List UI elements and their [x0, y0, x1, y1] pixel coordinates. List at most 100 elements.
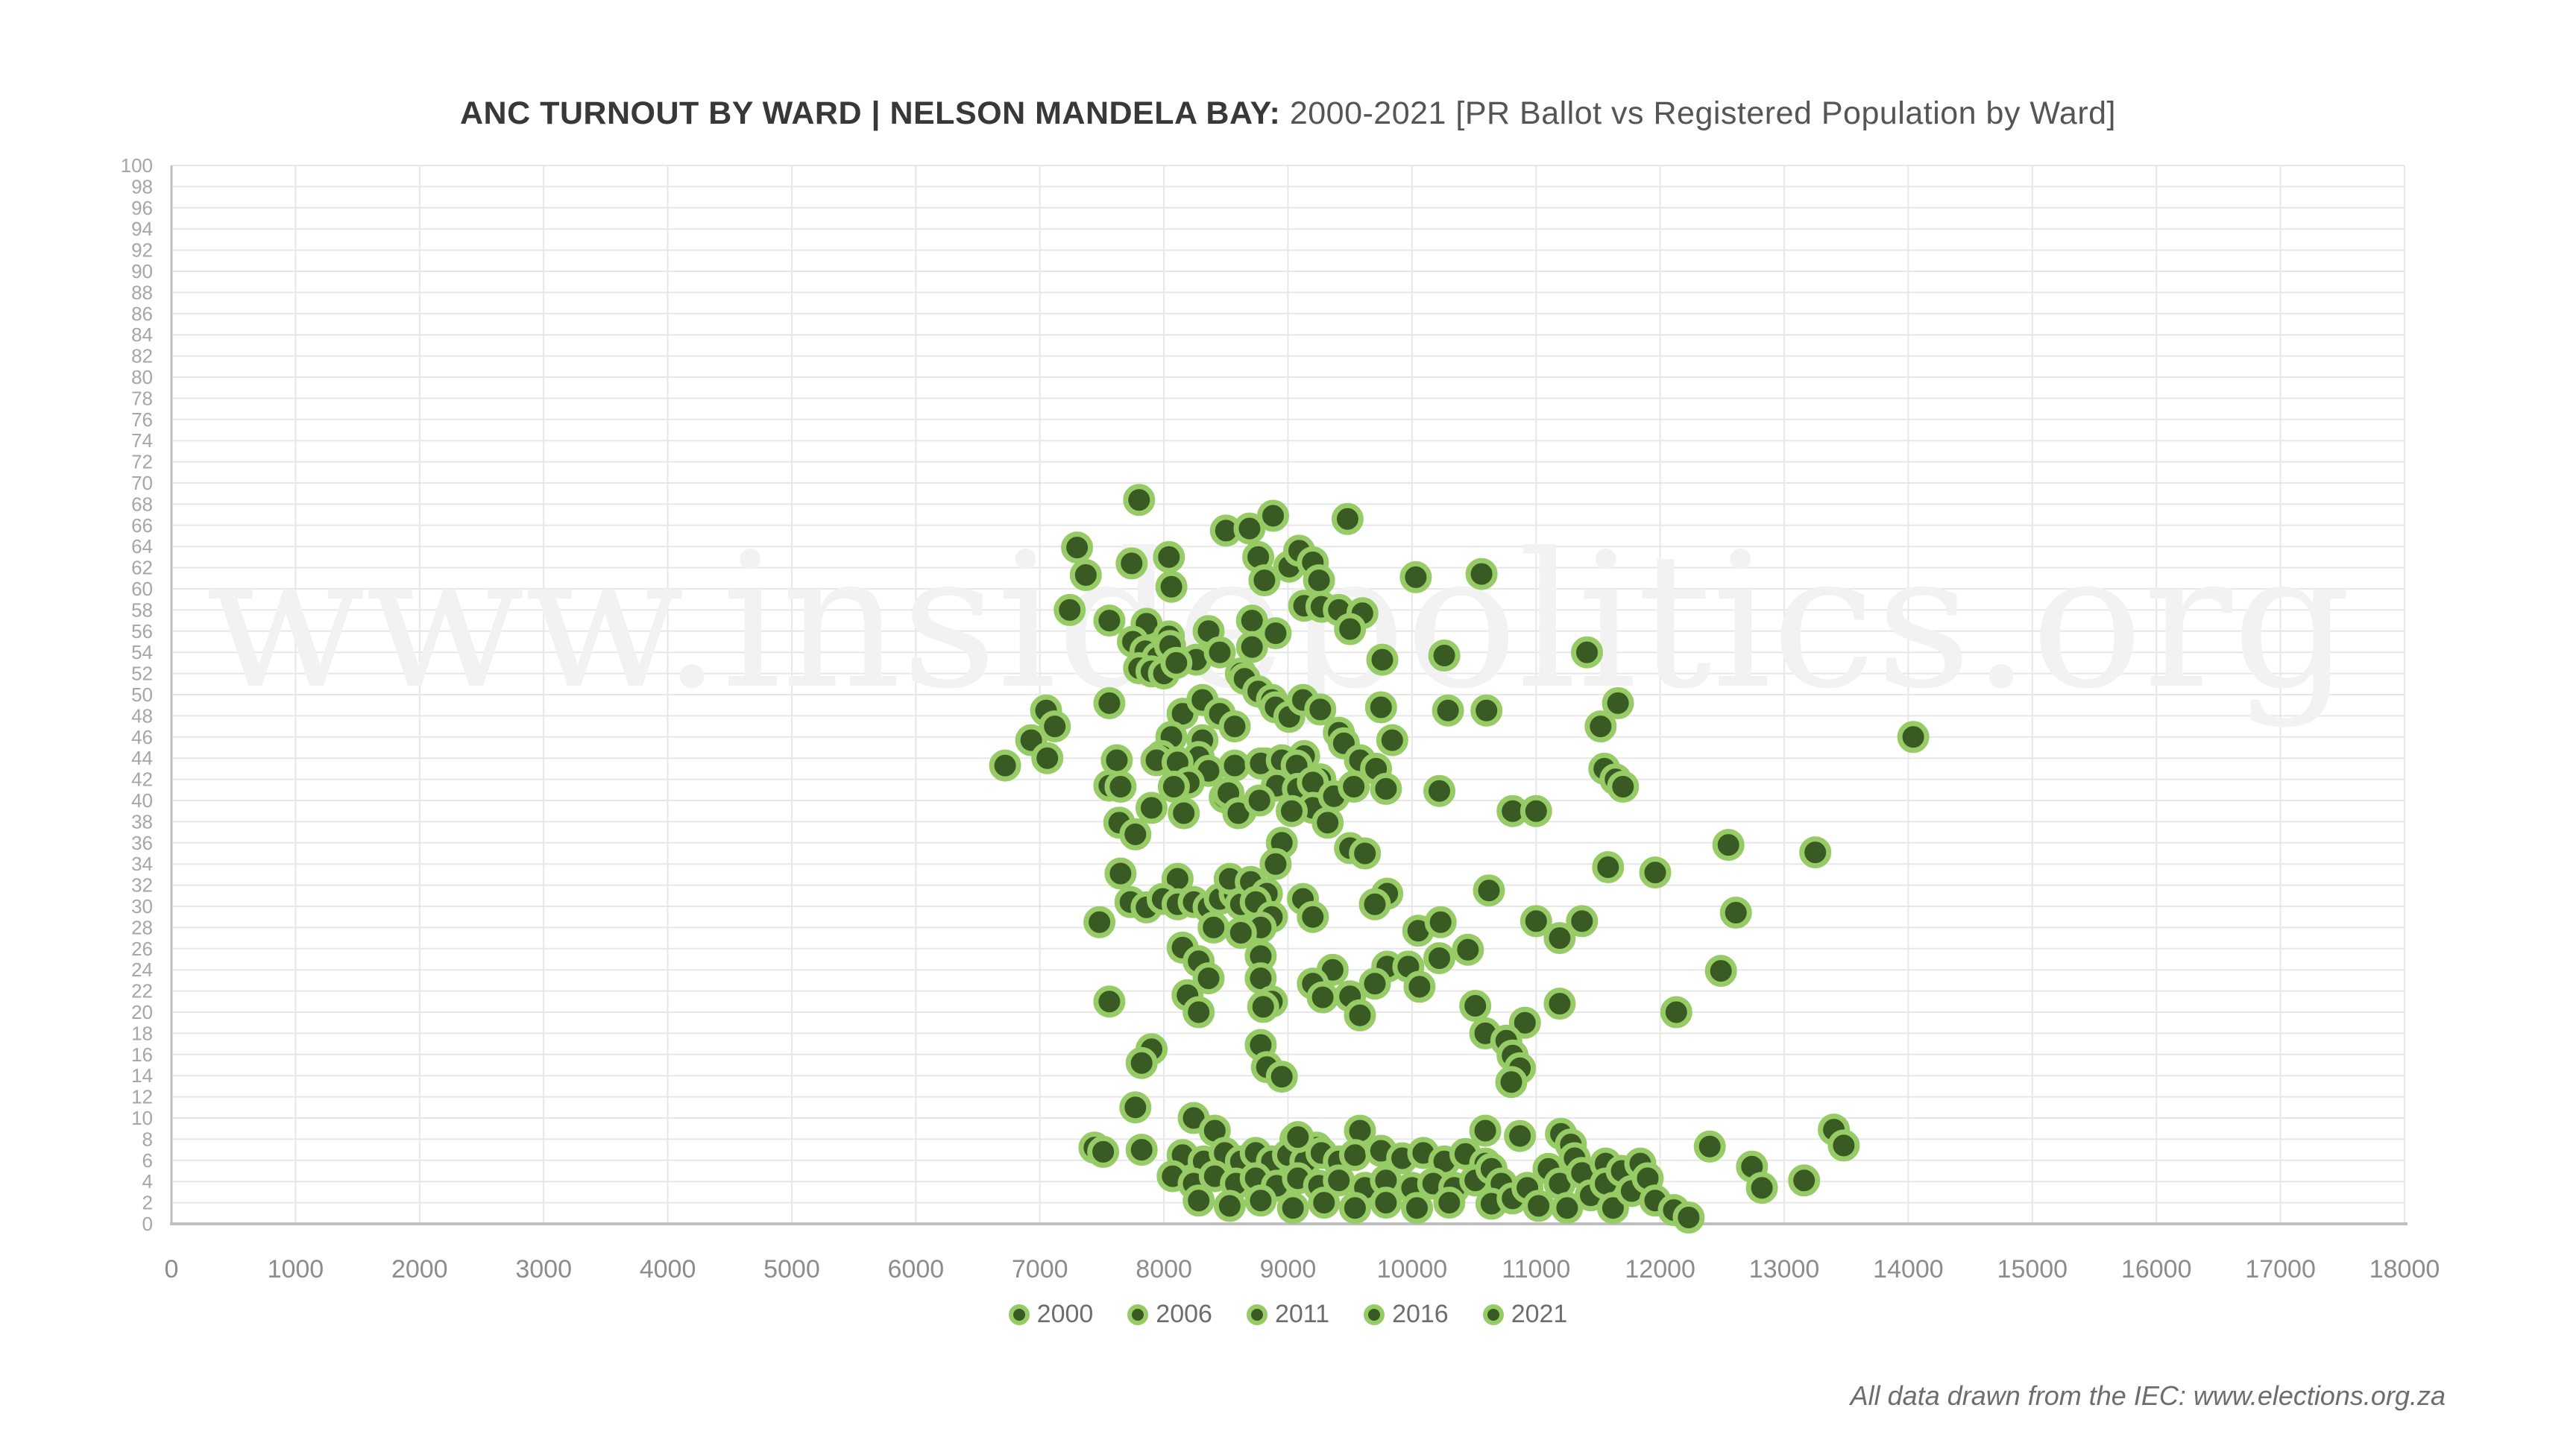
- legend-marker-icon: [1482, 1304, 1504, 1325]
- y-axis-tick-label: 20: [131, 1001, 153, 1023]
- y-axis-tick-label: 98: [131, 175, 153, 198]
- chart-title-bold: ANC TURNOUT BY WARD | NELSON MANDELA BAY…: [460, 95, 1281, 131]
- data-point: [1504, 1119, 1537, 1152]
- x-axis-tick-label: 15000: [1997, 1255, 2068, 1283]
- legend-label: 2000: [1036, 1300, 1094, 1328]
- data-point: [1465, 558, 1498, 590]
- data-point: [1799, 836, 1832, 869]
- y-axis-tick-label: 88: [131, 281, 153, 303]
- data-point: [1087, 1135, 1120, 1168]
- y-axis-tick-label: 48: [131, 704, 153, 727]
- data-point: [1153, 540, 1185, 573]
- y-axis-tick-label: 10: [131, 1107, 153, 1129]
- data-point: [1224, 917, 1257, 949]
- y-axis-tick-label: 80: [131, 366, 153, 388]
- y-axis-tick-label: 46: [131, 726, 153, 748]
- data-point: [1424, 906, 1457, 938]
- data-point: [1473, 874, 1505, 907]
- series-2006: [989, 663, 1930, 796]
- chart-title-regular: 2000-2021 [PR Ballot vs Registered Popul…: [1280, 95, 2116, 131]
- data-point: [1259, 617, 1292, 650]
- data-point: [1125, 1046, 1158, 1079]
- y-axis-tick-label: 56: [131, 620, 153, 642]
- data-point: [1520, 795, 1552, 827]
- data-point: [1423, 774, 1455, 807]
- x-axis-tick-label: 4000: [640, 1255, 696, 1283]
- data-point: [1704, 955, 1737, 988]
- data-point: [1119, 1091, 1152, 1124]
- data-point: [1660, 996, 1692, 1029]
- y-axis-tick-label: 42: [131, 768, 153, 791]
- data-point: [1247, 991, 1279, 1023]
- data-point: [1192, 962, 1225, 995]
- y-axis-tick-label: 84: [131, 323, 153, 346]
- data-point: [1672, 1201, 1705, 1234]
- x-axis-tick-label: 10000: [1377, 1255, 1448, 1283]
- data-point: [1358, 967, 1391, 1000]
- y-axis-tick-label: 94: [131, 218, 153, 240]
- data-point: [1054, 593, 1086, 626]
- data-point: [1119, 818, 1152, 850]
- data-point: [1259, 847, 1292, 880]
- data-point: [1469, 1114, 1502, 1147]
- x-axis-tick-label: 5000: [763, 1255, 820, 1283]
- data-point: [1428, 639, 1461, 672]
- x-axis-tick-label: 2000: [391, 1255, 448, 1283]
- x-axis-tick-label: 3000: [515, 1255, 572, 1283]
- data-point: [1104, 771, 1137, 803]
- data-point: [1218, 710, 1251, 743]
- data-point: [1276, 1192, 1309, 1225]
- x-axis-tick-label: 13000: [1749, 1255, 1820, 1283]
- data-point: [1155, 570, 1188, 603]
- x-axis-tick-label: 9000: [1260, 1255, 1317, 1283]
- x-axis-tick-label: 0: [165, 1255, 179, 1283]
- y-axis-tick-label: 8: [142, 1128, 153, 1150]
- legend-label: 2006: [1156, 1300, 1212, 1328]
- y-axis-tick-label: 18: [131, 1022, 153, 1044]
- data-point: [1308, 1187, 1341, 1219]
- x-axis-tick-label: 17000: [2245, 1255, 2316, 1283]
- y-axis-tick-label: 38: [131, 810, 153, 833]
- data-point: [1376, 724, 1408, 757]
- data-point: [1338, 771, 1370, 803]
- y-axis-tick-label: 24: [131, 958, 153, 981]
- data-point: [1213, 1190, 1246, 1222]
- data-point: [1566, 905, 1599, 938]
- data-point: [1399, 560, 1432, 593]
- data-point: [1693, 1130, 1726, 1163]
- legend-label: 2016: [1392, 1300, 1449, 1328]
- data-point: [1031, 742, 1064, 774]
- tick-labels: 0246810121416182022242628303234363840424…: [121, 154, 2440, 1283]
- data-point: [1311, 806, 1344, 839]
- data-point: [1203, 636, 1236, 669]
- series-2000: [1054, 484, 1603, 690]
- data-point: [1403, 970, 1436, 1003]
- data-point: [1265, 1061, 1298, 1093]
- data-point: [1235, 631, 1268, 663]
- data-point: [1433, 1187, 1466, 1219]
- x-axis-tick-label: 12000: [1625, 1255, 1695, 1283]
- x-axis-tick-label: 6000: [888, 1255, 945, 1283]
- y-axis-tick-label: 86: [131, 303, 153, 325]
- x-axis-tick-label: 14000: [1873, 1255, 1944, 1283]
- y-axis-tick-label: 26: [131, 938, 153, 960]
- data-point: [1520, 905, 1552, 938]
- data-point: [1719, 897, 1752, 929]
- y-axis-tick-label: 70: [131, 472, 153, 494]
- y-axis-tick-label: 44: [131, 747, 153, 769]
- x-axis-tick-label: 7000: [1012, 1255, 1068, 1283]
- data-point: [1069, 559, 1102, 591]
- y-axis-tick-label: 92: [131, 239, 153, 262]
- data-point: [1160, 646, 1193, 679]
- data-point: [1366, 643, 1399, 676]
- y-axis-tick-label: 50: [131, 683, 153, 706]
- y-axis-tick-label: 72: [131, 451, 153, 473]
- data-point: [1182, 1184, 1215, 1217]
- legend-marker-icon: [1364, 1304, 1385, 1325]
- legend-item-2006: 2006: [1127, 1300, 1212, 1329]
- y-axis-tick-label: 52: [131, 663, 153, 685]
- data-point: [1508, 1006, 1541, 1039]
- data-point: [1712, 829, 1745, 862]
- data-point: [1304, 693, 1337, 726]
